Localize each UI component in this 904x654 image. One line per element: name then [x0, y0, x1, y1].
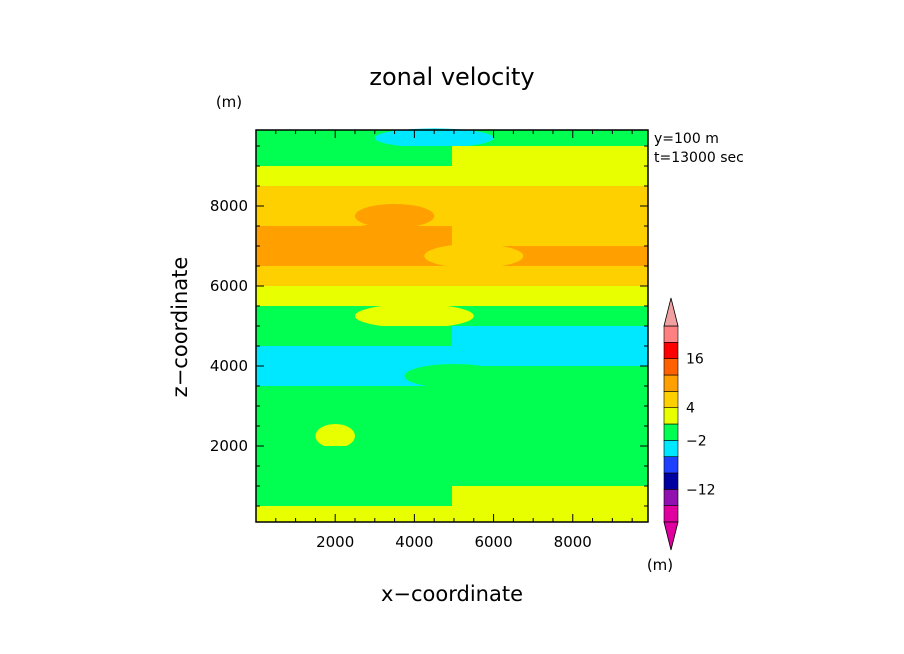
- colorbar-segment: [663, 391, 679, 408]
- x-tick-label: 2000: [316, 533, 354, 551]
- contour-band-right: [452, 446, 648, 466]
- contour-blob: [285, 144, 385, 168]
- y-tick-label: 8000: [210, 197, 248, 215]
- colorbar-tick-label: 16: [686, 352, 704, 368]
- contour-band-right: [452, 406, 648, 426]
- colorbar-extend-low: [663, 521, 679, 551]
- contour-band-left: [256, 446, 452, 466]
- colorbar-segment: [663, 489, 679, 506]
- colorbar-tick-label: −12: [686, 482, 716, 498]
- contour-band-right: [452, 326, 648, 346]
- contour-band-right: [452, 506, 648, 522]
- contour-band-left: [256, 406, 452, 426]
- colorbar-segment: [663, 423, 679, 441]
- colorbar-segment: [663, 325, 679, 343]
- x-tick-label: 4000: [395, 533, 433, 551]
- contour-band-right: [452, 226, 648, 246]
- colorbar-unit-label: (m): [647, 556, 673, 574]
- colorbar-segment: [663, 374, 679, 392]
- contour-band-left: [256, 266, 452, 286]
- contour-band-left: [256, 506, 452, 522]
- contour-band-right: [452, 486, 648, 506]
- contour-blob: [354, 304, 474, 328]
- colorbar-tick-label: −2: [686, 433, 707, 449]
- contour-band-left: [256, 366, 452, 386]
- contour-band-right: [452, 206, 648, 226]
- contour-band-left: [256, 466, 452, 486]
- x-axis-label: x−coordinate: [381, 582, 523, 606]
- contour-band-right: [452, 130, 648, 146]
- contour-band-right: [452, 366, 648, 386]
- contour-band-right: [452, 306, 648, 326]
- contour-blob: [315, 424, 355, 448]
- contour-band-left: [256, 486, 452, 506]
- contour-band-right: [452, 386, 648, 406]
- contour-band-right: [452, 286, 648, 306]
- colorbar-segment: [663, 342, 679, 359]
- x-tick-label: 6000: [474, 533, 512, 551]
- colorbar-segment: [663, 440, 679, 457]
- colorbar: 16 4 −2 −12: [663, 297, 716, 551]
- y-unit-label: (m): [216, 93, 242, 111]
- contour-blob: [343, 224, 423, 248]
- contour-band-left: [256, 346, 452, 366]
- y-tick-label: 6000: [210, 277, 248, 295]
- contour-blob: [424, 244, 524, 268]
- colorbar-segment: [663, 407, 679, 425]
- colorbar-extend-high: [663, 297, 679, 327]
- y-axis: 2000 4000 6000 8000: [210, 145, 648, 507]
- y-tick-label: 2000: [210, 437, 248, 455]
- colorbar-segment: [663, 456, 679, 474]
- x-axis: 2000 4000 6000 8000: [275, 130, 633, 551]
- contour-band-right: [452, 426, 648, 446]
- contour-blob: [354, 204, 435, 228]
- contour-band-right: [452, 346, 648, 366]
- contour-band-left: [256, 246, 452, 266]
- annotation-y: y=100 m: [654, 131, 719, 147]
- contour-band-left: [256, 166, 452, 186]
- colorbar-tick-label: 4: [686, 401, 695, 417]
- y-axis-label: z−coordinate: [168, 257, 192, 398]
- y-tick-label: 4000: [210, 357, 248, 375]
- contour-blob: [374, 128, 494, 148]
- chart-title: zonal velocity: [369, 63, 534, 91]
- contour-band-right: [452, 166, 648, 186]
- contour-fill-area: [256, 128, 648, 522]
- contour-band-left: [256, 326, 452, 346]
- colorbar-segment: [663, 358, 679, 376]
- contour-band-right: [452, 146, 648, 166]
- annotation-t: t=13000 sec: [654, 150, 744, 166]
- contour-band-left: [256, 286, 452, 306]
- colorbar-segment: [663, 505, 679, 523]
- contour-band-right: [452, 266, 648, 286]
- contour-band-left: [256, 186, 452, 206]
- contour-band-right: [452, 466, 648, 486]
- contour-blob: [404, 364, 504, 388]
- contour-band-right: [452, 186, 648, 206]
- x-tick-label: 8000: [554, 533, 592, 551]
- contour-band-left: [256, 386, 452, 406]
- colorbar-segment: [663, 472, 679, 490]
